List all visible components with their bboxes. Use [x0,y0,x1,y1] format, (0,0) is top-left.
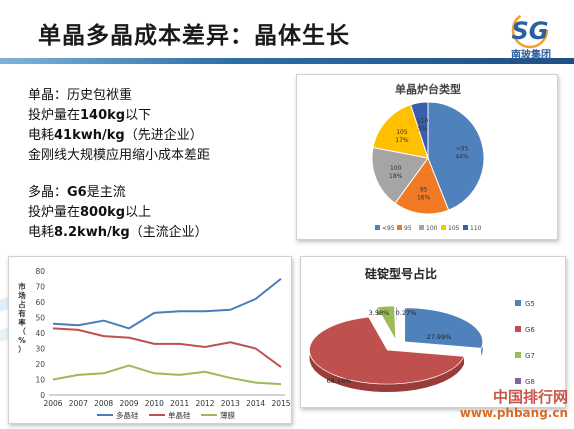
ingot-chart-title: 硅锭型号占比 [364,267,437,281]
pie-data-label: 95 [420,186,428,193]
x-tick-label: 2011 [170,399,189,408]
pie3d-slice-G8 [395,306,398,342]
legend-label: 薄膜 [220,410,235,420]
legend-swatch-G5 [515,300,521,306]
pie3d-data-label: 27.99% [427,333,452,341]
pie-data-label: <95 [456,145,469,152]
pie3d-slice-G5 [404,307,484,349]
pie-slice-<95 [427,101,485,211]
pie-data-label: 44% [455,153,469,160]
multi-line-2: 投炉量在800kg以上 [28,205,152,220]
mono-line-1: 单晶：历史包袱重 [28,88,133,103]
multi-description: 多晶：G6是主流 投炉量在800kg以上 电耗8.2kwh/kg（主流企业） [28,183,208,243]
mono-line-2: 投炉量在140kg以下 [28,108,152,123]
legend-label: 100 [426,225,438,232]
pie3d-data-label: 3.58% [369,309,390,317]
pie-slice-105 [372,104,429,159]
legend-label: 105 [448,225,460,232]
legend-swatch-100 [419,225,424,230]
y-tick-label: 70 [35,283,45,292]
company-logo: SG [512,11,549,49]
legend-swatch-G8 [515,378,521,384]
series-line-薄膜 [52,364,282,386]
legend-swatch-110 [463,225,468,230]
svg-text:SG: SG [512,17,549,45]
y-tick-label: 50 [35,314,45,323]
legend-label: 95 [404,225,412,232]
pie-slice-100 [371,146,429,205]
y-tick-label: 0 [40,391,45,400]
furnace-type-chart: 单晶炉台类型 <95 44% 95 16% 100 18% 105 17% 110 5% <95 95… [296,74,558,240]
pie3d-data-label: 68.16% [327,377,352,385]
title-underline [0,58,574,64]
pie-data-label: 100 [390,165,402,172]
market-share-chart: 0 10 20 30 40 50 60 70 80 2006 2007 2008 2009 2010 201… [8,256,292,424]
x-tick-label: 2015 [271,399,290,408]
legend-label: 多晶硅 [116,410,139,420]
legend-label: G8 [525,378,535,386]
mono-line-3: 电耗41kwh/kg（先进企业） [28,128,203,143]
pie-slice-110 [410,101,429,159]
y-tick-label: 40 [35,329,45,338]
y-axis-label-char: 率 [18,317,26,327]
pie3d-slice-G7 [376,305,397,341]
y-tick-label: 30 [35,345,45,354]
furnace-chart-title: 单晶炉台类型 [395,83,461,96]
legend-swatch-105 [441,225,446,230]
x-tick-label: 2009 [119,399,138,408]
legend-label: <95 [382,225,395,232]
legend-label: 单晶硅 [168,410,191,420]
x-tick-label: 2008 [94,399,113,408]
y-tick-label: 80 [35,267,45,276]
x-tick-label: 2007 [69,399,88,408]
pie-data-label: 5% [418,126,428,133]
y-axis-label-char: 占 [18,299,26,309]
series-line-多晶硅 [52,277,282,330]
multi-line-1: 多晶：G6是主流 [28,185,126,200]
pie-data-label: 17% [395,137,409,144]
ingot-pie-svg: 27.99% 68.16% 3.58% 0.27% G5 G6 G7 G8 [309,300,535,393]
pie-data-label: 16% [417,194,431,201]
legend-swatch-95 [397,225,402,230]
slide-title: 单晶多晶成本差异：晶体生长 [38,23,350,49]
y-axis-label-char: 市 [18,281,26,291]
pie-data-label: 18% [389,173,403,180]
mono-description: 单晶：历史包袱重 投炉量在140kg以下 电耗41kwh/kg（先进企业） 金刚… [28,86,210,166]
y-tick-label: 10 [35,376,45,385]
mono-line-4: 金刚线大规模应用缩小成本差距 [28,148,211,163]
y-axis-label-char: ） [18,344,26,354]
multi-line-3: 电耗8.2kwh/kg（主流企业） [28,225,208,240]
y-axis-label-char: % [18,336,26,345]
x-tick-label: 2012 [195,399,214,408]
watermark-title: 中国排行网 [492,388,568,406]
y-axis-label-char: 有 [18,308,26,318]
legend-label: 110 [470,225,482,232]
logo-text: 南玻集团 [511,50,551,61]
legend-swatch-G6 [515,326,521,332]
y-tick-label: 60 [35,298,45,307]
pie-slice-95 [394,156,450,215]
pie-data-label: 105 [396,129,408,136]
y-axis-label-char: （ [18,326,26,336]
pie3d-data-label: 0.27% [396,309,417,317]
pie-data-label: 110 [417,118,429,125]
y-tick-label: 20 [35,360,45,369]
legend-label: G6 [525,326,535,334]
x-tick-label: 2013 [221,399,240,408]
x-tick-label: 2014 [246,399,265,408]
y-axis-label-char: 场 [18,290,26,300]
legend-label: G7 [525,352,535,360]
ingot-type-chart: 硅锭型号占比 27.99% 68.16% 3.58% 0.27% G5 G6 G7 G8 [300,256,566,408]
series-line-单晶硅 [52,327,282,368]
x-tick-label: 2006 [43,399,62,408]
x-tick-label: 2010 [145,399,164,408]
legend-label: G5 [525,300,535,308]
watermark-url: www.phbang.cn [459,406,568,420]
legend-swatch-<95 [375,225,380,230]
pie3d-slice-G6 [309,316,465,385]
market-share-svg: 0 10 20 30 40 50 60 70 80 2006 2007 2008 2009 2010 201… [18,267,291,420]
legend-swatch-G7 [515,352,521,358]
